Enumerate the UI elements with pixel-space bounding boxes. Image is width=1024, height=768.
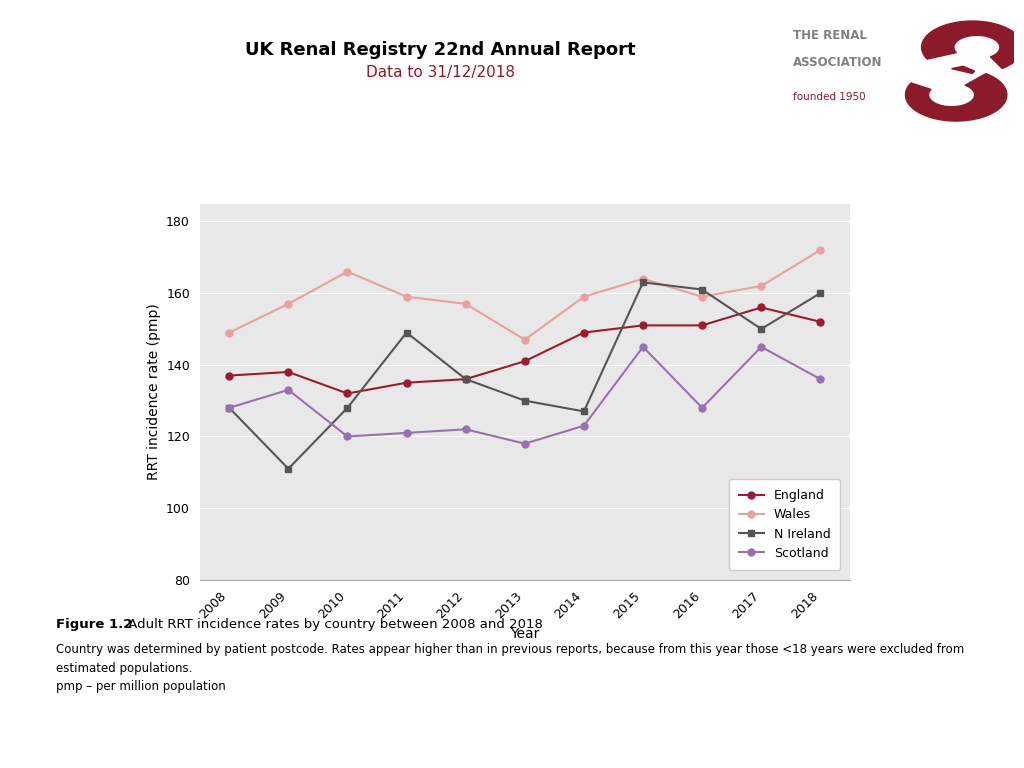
England [341,389,353,398]
England [519,356,531,366]
N Ireland [637,278,649,287]
England [755,303,767,312]
Polygon shape [951,66,975,74]
Polygon shape [922,21,1023,68]
X-axis label: Year: Year [510,627,540,641]
England [283,367,295,376]
Y-axis label: RRT incidence rate (pmp): RRT incidence rate (pmp) [146,303,161,480]
Line: England: England [225,304,824,397]
Text: UK Renal Registry 22nd Annual Report: UK Renal Registry 22nd Annual Report [245,41,636,59]
N Ireland [223,403,236,412]
Line: Wales: Wales [225,247,824,343]
Scotland [814,375,826,384]
England [814,317,826,326]
Scotland [755,343,767,352]
Text: pmp – per million population: pmp – per million population [56,680,226,693]
England [223,371,236,380]
Polygon shape [905,74,1007,121]
N Ireland [460,375,472,384]
Wales [755,281,767,290]
Text: Country was determined by patient postcode. Rates appear higher than in previous: Country was determined by patient postco… [56,643,965,656]
Text: estimated populations.: estimated populations. [56,662,193,675]
N Ireland [814,289,826,298]
England [400,378,413,387]
England [578,328,590,337]
Scotland [460,425,472,434]
Line: Scotland: Scotland [225,343,824,447]
Text: founded 1950: founded 1950 [793,92,865,102]
Text: THE RENAL: THE RENAL [793,29,866,41]
Text: Adult RRT incidence rates by country between 2008 and 2018: Adult RRT incidence rates by country bet… [124,618,543,631]
N Ireland [696,285,709,294]
N Ireland [519,396,531,406]
England [696,321,709,330]
N Ireland [283,464,295,473]
Wales [814,246,826,255]
N Ireland [755,324,767,333]
Scotland [283,386,295,395]
Text: Figure 1.2: Figure 1.2 [56,618,133,631]
Wales [578,292,590,301]
Wales [637,274,649,283]
Wales [223,328,236,337]
Wales [283,300,295,309]
N Ireland [578,407,590,416]
Wales [696,292,709,301]
Scotland [341,432,353,441]
Scotland [400,429,413,438]
Wales [341,267,353,276]
Scotland [578,421,590,430]
Scotland [637,343,649,352]
Wales [460,300,472,309]
Wales [400,292,413,301]
Wales [519,335,531,344]
England [637,321,649,330]
Text: Data to 31/12/2018: Data to 31/12/2018 [366,65,515,81]
N Ireland [341,403,353,412]
Scotland [519,439,531,449]
Legend: England, Wales, N Ireland, Scotland: England, Wales, N Ireland, Scotland [729,479,841,570]
Text: ASSOCIATION: ASSOCIATION [793,56,882,69]
England [460,375,472,384]
N Ireland [400,328,413,337]
Scotland [223,403,236,412]
Scotland [696,403,709,412]
Line: N Ireland: N Ireland [225,279,824,472]
